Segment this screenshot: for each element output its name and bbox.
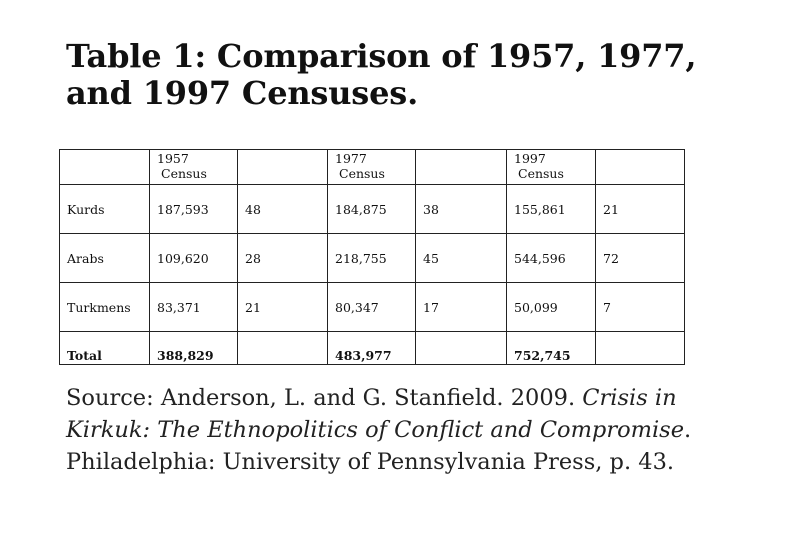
table-cell: 48 xyxy=(237,184,328,234)
row-label: Turkmens xyxy=(59,282,150,332)
header-cell xyxy=(237,149,328,185)
table-cell: 155,861 xyxy=(506,184,596,234)
header-cell: 1957 Census xyxy=(149,149,238,185)
source-suffix: . Philadelphia: University of Pennsylvan… xyxy=(66,417,692,475)
table-cell: 7 xyxy=(595,282,685,332)
table-row-turkmens: Turkmens 83,371 21 80,347 17 50,099 7 xyxy=(59,282,685,332)
row-label: Total xyxy=(59,331,150,365)
table-cell: 72 xyxy=(595,233,685,283)
header-year: 1977 xyxy=(335,151,367,166)
table-header-row: 1957 Census 1977 Census 1997 Census xyxy=(59,149,685,185)
table-row-total: Total 388,829 483,977 752,745 xyxy=(59,331,685,365)
table-cell: 218,755 xyxy=(327,233,416,283)
table-cell: 17 xyxy=(415,282,507,332)
header-cell: 1997 Census xyxy=(506,149,596,185)
source-citation: Source: Anderson, L. and G. Stanfield. 2… xyxy=(66,382,766,478)
table-title: Table 1: Comparison of 1957, 1977, and 1… xyxy=(66,37,697,112)
table-cell: 38 xyxy=(415,184,507,234)
table-cell: 483,977 xyxy=(327,331,416,365)
table-cell: 45 xyxy=(415,233,507,283)
table-cell: 21 xyxy=(595,184,685,234)
table-cell: 187,593 xyxy=(149,184,238,234)
table-cell: 80,347 xyxy=(327,282,416,332)
table-cell: 83,371 xyxy=(149,282,238,332)
header-year: 1997 xyxy=(514,151,546,166)
row-label: Kurds xyxy=(59,184,150,234)
table-cell xyxy=(237,331,328,365)
table-row-arabs: Arabs 109,620 28 218,755 45 544,596 72 xyxy=(59,233,685,283)
table-cell: 109,620 xyxy=(149,233,238,283)
table-cell: 28 xyxy=(237,233,328,283)
source-book-title: Crisis in Kirkuk: The Ethnopolitics of C… xyxy=(66,385,685,443)
table-cell: 50,099 xyxy=(506,282,596,332)
table-cell xyxy=(415,331,507,365)
header-year: 1957 xyxy=(157,151,189,166)
table-row-kurds: Kurds 187,593 48 184,875 38 155,861 21 xyxy=(59,184,685,234)
header-census: Census xyxy=(161,166,207,181)
row-label: Arabs xyxy=(59,233,150,283)
header-census: Census xyxy=(518,166,564,181)
census-table: 1957 Census 1977 Census 1997 Census Kurds 1… xyxy=(59,149,685,365)
header-census: Census xyxy=(339,166,385,181)
header-cell: 1977 Census xyxy=(327,149,416,185)
source-prefix: Source: Anderson, L. and G. Stanfield. 2… xyxy=(66,385,576,411)
table-cell: 21 xyxy=(237,282,328,332)
table-cell: 752,745 xyxy=(506,331,596,365)
table-cell: 184,875 xyxy=(327,184,416,234)
header-cell xyxy=(415,149,507,185)
table-cell: 544,596 xyxy=(506,233,596,283)
header-cell-empty xyxy=(59,149,150,185)
table-cell xyxy=(595,331,685,365)
table-cell: 388,829 xyxy=(149,331,238,365)
header-cell xyxy=(595,149,685,185)
